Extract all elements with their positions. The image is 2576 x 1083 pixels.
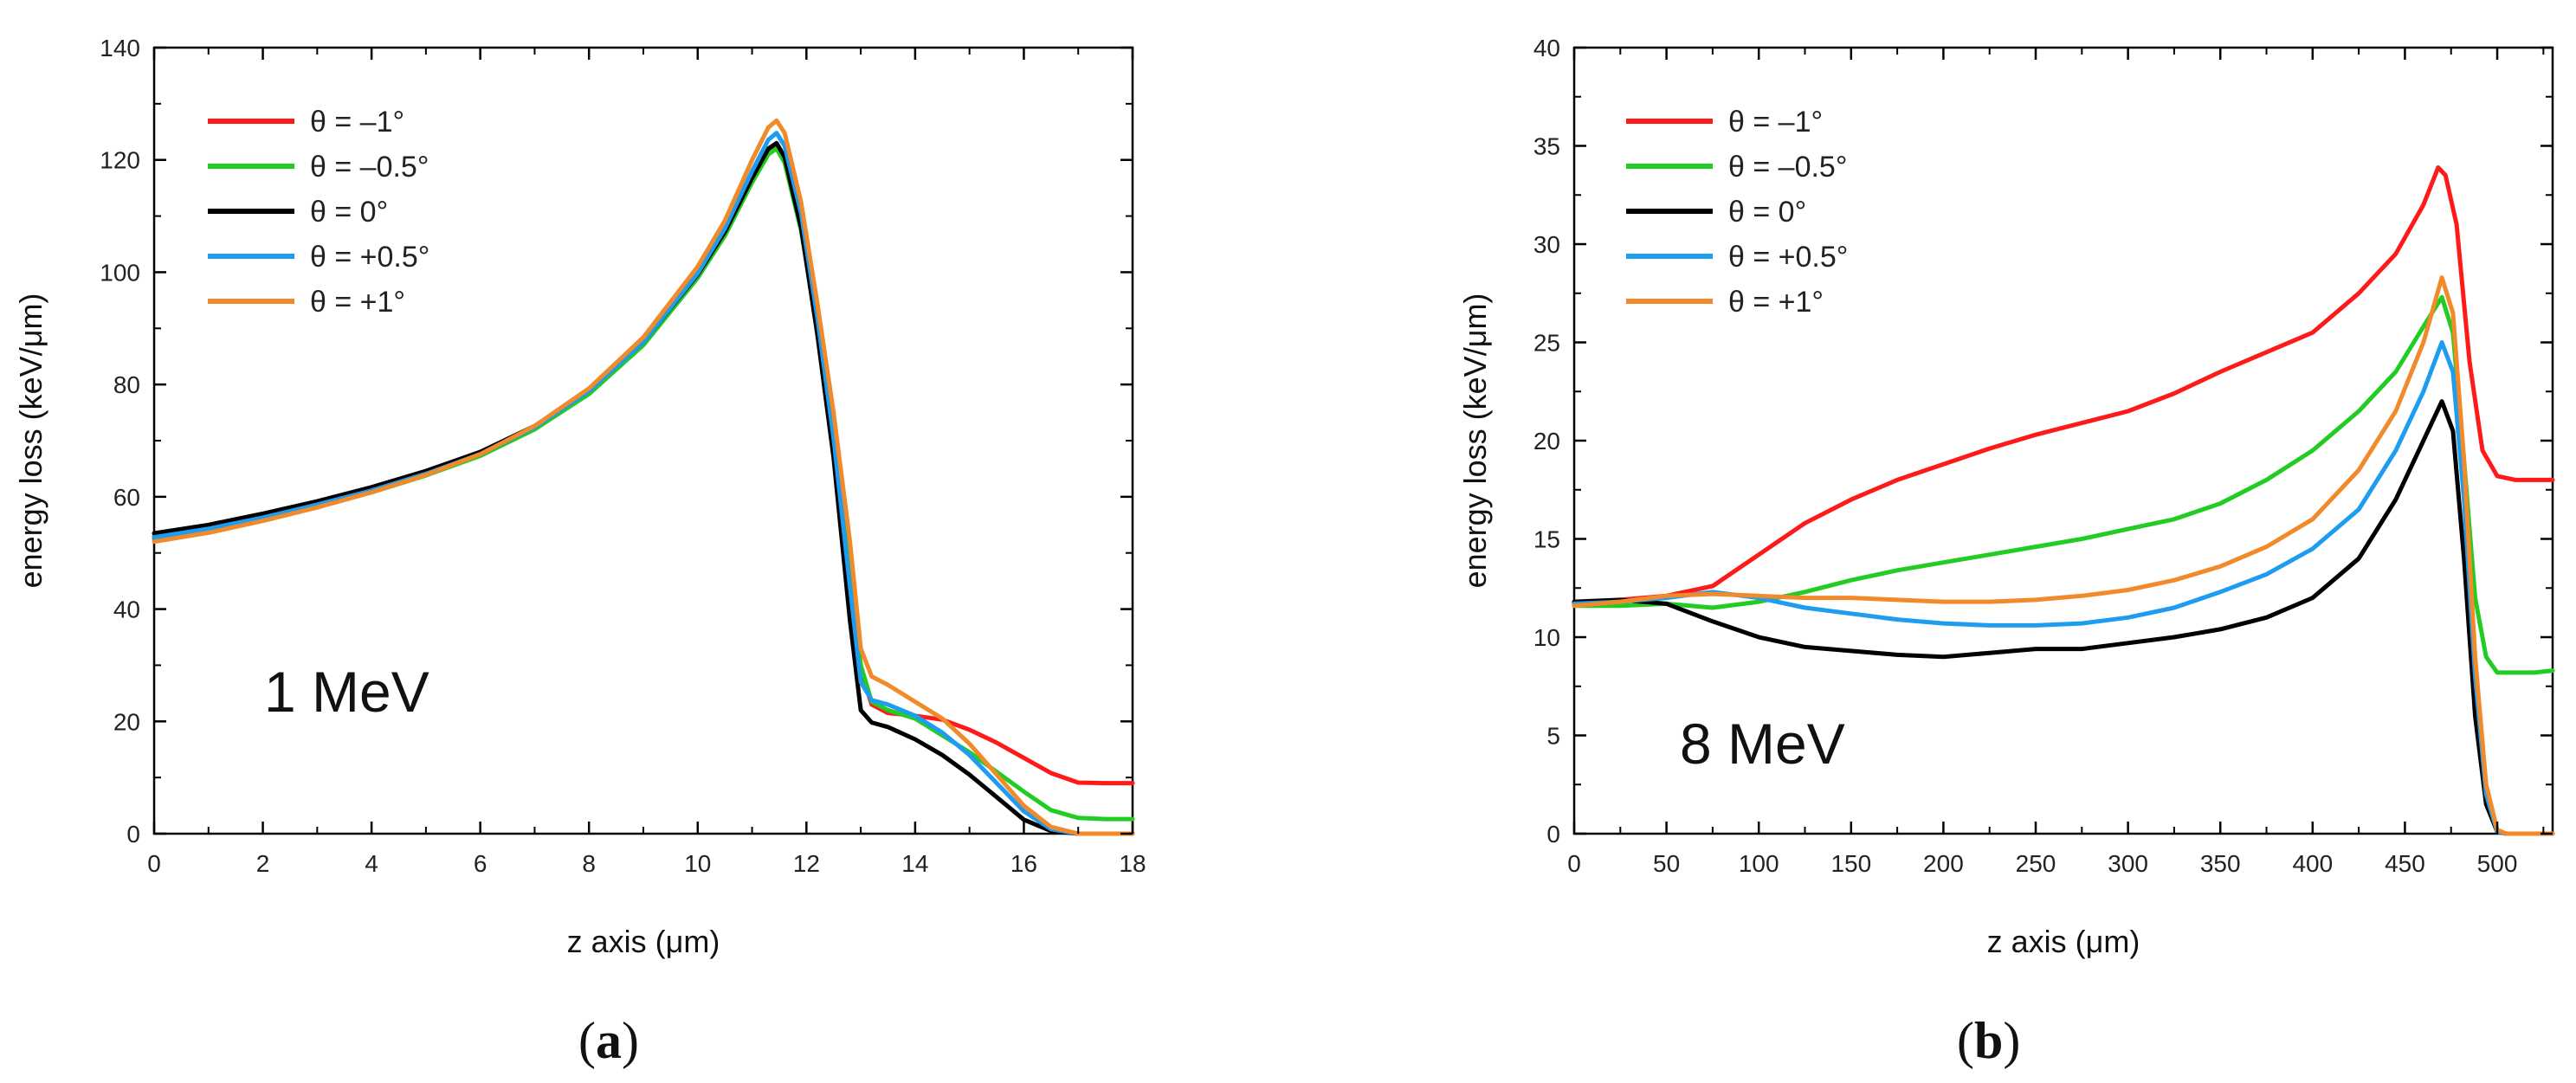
y-tick-label-b-1: 5 [1546,723,1560,750]
y-tick-label-a-7: 140 [100,35,140,61]
x-axis-title-a: z axis (μm) [567,924,720,959]
y-tick-label-b-5: 25 [1533,330,1560,357]
y-tick-label-a-0: 0 [126,821,140,848]
series-line-b-4 [1572,275,2555,836]
series-line-a-2 [152,140,1135,836]
x-tick-label-b-2: 100 [1739,850,1779,877]
x-tick-label-b-0: 0 [1567,850,1581,877]
x-tick-label-b-9: 450 [2385,850,2425,877]
series-line-a-4 [152,118,1135,836]
y-tick-label-b-0: 0 [1546,821,1560,848]
legend-label-b-1: θ = –0.5° [1728,151,1847,184]
legend-label-a-1: θ = –0.5° [310,151,429,184]
panel-letter-b: b [1974,1012,2003,1069]
x-tick-label-b-7: 350 [2200,850,2241,877]
x-axis-title-b: z axis (μm) [1987,924,2140,959]
x-tick-label-a-5: 10 [684,850,711,877]
series-line-b-0 [1572,165,2555,606]
annotation-b: 8 MeV [1680,712,1845,776]
y-tick-label-a-4: 80 [113,371,140,398]
y-tick-label-a-2: 40 [113,596,140,623]
panel-label-b: (b) [1957,1012,2020,1069]
legend-a: θ = –1° θ = –0.5° θ = 0° θ = +0.5° θ = +1° [208,106,429,319]
legend-label-b-0: θ = –1° [1728,106,1823,139]
y-tick-label-a-5: 100 [100,259,140,286]
x-tick-label-b-1: 50 [1653,850,1680,877]
x-tick-label-a-4: 8 [582,850,596,877]
x-tick-label-a-8: 16 [1010,850,1037,877]
x-tick-label-a-3: 6 [474,850,487,877]
y-tick-label-b-3: 15 [1533,526,1560,553]
y-axis-title-b: energy loss (keV/μm) [1457,293,1493,589]
y-tick-label-a-6: 120 [100,147,140,174]
y-tick-label-b-6: 30 [1533,231,1560,258]
legend-label-a-4: θ = +1° [310,286,405,319]
y-tick-label-b-8: 40 [1533,35,1560,61]
y-tick-label-a-1: 20 [113,708,140,735]
y-tick-label-b-4: 20 [1533,428,1560,454]
legend-label-a-3: θ = +0.5° [310,241,429,274]
ticks-group-b: 0 50 100 150 200 250 300 350 400 450 500 0 5 10 15 20 25… [1533,35,2553,877]
panel-letter-a: a [596,1012,622,1069]
panel-label-a: (a) [578,1012,639,1069]
chart-panel-b: 0 50 100 150 200 250 300 350 400 450 500 0 5 10 15 20 25… [1457,35,2555,1069]
x-tick-label-a-6: 12 [793,850,820,877]
series-line-b-2 [1572,399,2555,836]
y-tick-label-b-7: 35 [1533,133,1560,160]
legend-b: θ = –1° θ = –0.5° θ = 0° θ = +0.5° θ = +1° [1626,106,1848,319]
x-tick-label-b-4: 200 [1923,850,1964,877]
legend-label-a-0: θ = –1° [310,106,404,139]
x-tick-label-b-3: 150 [1830,850,1871,877]
legend-label-b-2: θ = 0° [1728,196,1806,229]
annotation-a: 1 MeV [264,660,429,724]
legend-label-b-3: θ = +0.5° [1728,241,1848,274]
x-tick-label-b-10: 500 [2477,850,2518,877]
plot-area-b [1572,46,2554,835]
x-tick-label-b-8: 400 [2292,850,2333,877]
x-tick-label-a-7: 14 [901,850,928,877]
y-tick-label-b-2: 10 [1533,624,1560,651]
series-group-b [1572,165,2555,836]
y-tick-label-a-3: 60 [113,484,140,511]
x-tick-label-b-6: 300 [2108,850,2148,877]
ticks-group-a: 0 2 4 6 8 10 12 14 16 18 0 20 40 60 80 100 120 140 [100,35,1146,877]
x-tick-label-a-1: 2 [256,850,270,877]
x-tick-label-a-0: 0 [147,850,161,877]
series-group-a [152,118,1135,836]
legend-label-a-2: θ = 0° [310,196,388,229]
x-tick-label-b-5: 250 [2016,850,2056,877]
x-tick-label-a-9: 18 [1119,850,1146,877]
y-axis-title-a: energy loss (keV/μm) [13,293,48,589]
plot-area-a [152,46,1134,835]
chart-panel-a: 0 2 4 6 8 10 12 14 16 18 0 20 40 60 80 100 120 140 θ = –1… [13,35,1146,1069]
x-tick-label-a-2: 4 [365,850,378,877]
legend-label-b-4: θ = +1° [1728,286,1824,319]
